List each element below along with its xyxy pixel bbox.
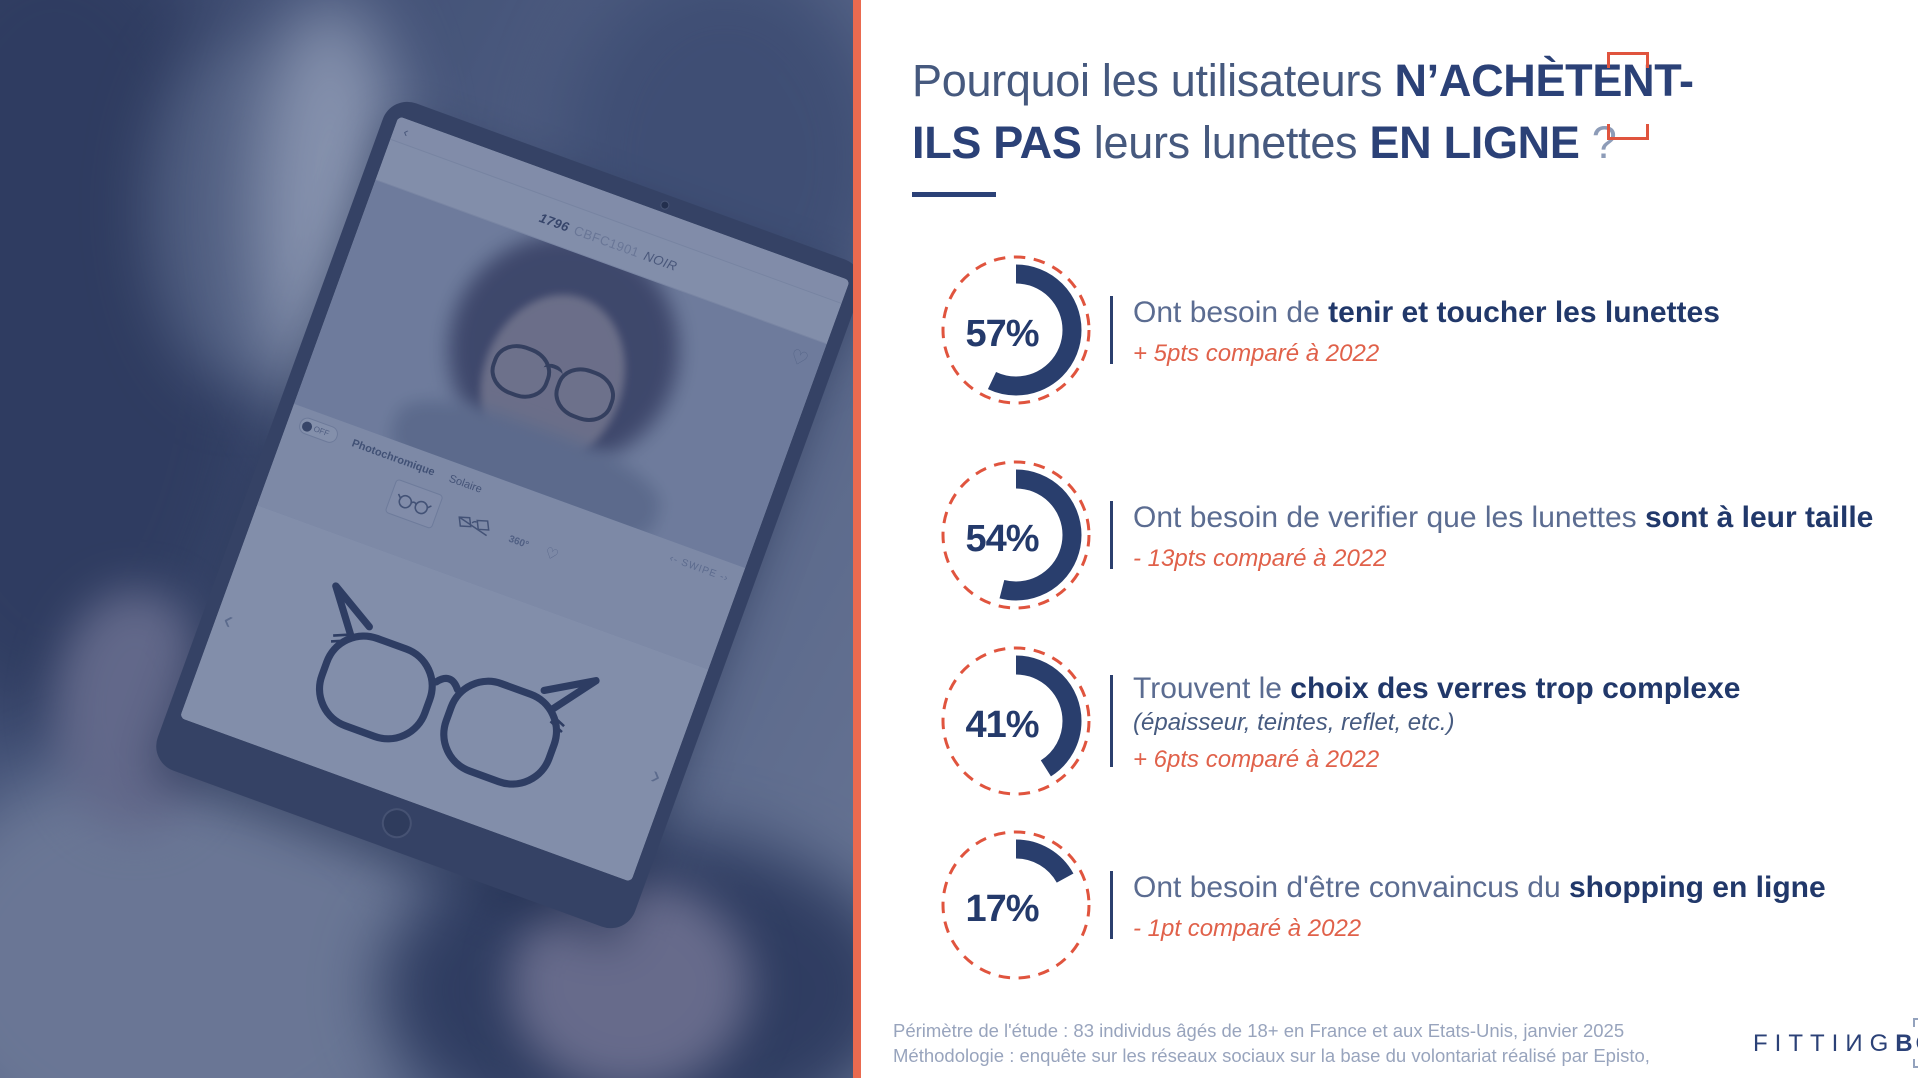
photo-woman-with-tablet: ‹ 1796 CBFC1901 NOIR ♡ [0,0,853,1078]
vertical-divider [853,0,861,1078]
donut-gauge-57: 57% [940,254,1092,406]
title-bold-3: EN LIGNE [1369,117,1580,168]
stat-text-bold: choix des verres trop complexe [1290,671,1741,705]
row-divider-line [1110,871,1113,939]
title-question-mark: ? [1579,117,1617,168]
photo-navy-overlay [0,0,853,1078]
page-title: Pourquoi les utilisateurs N’ACHÈTENT- IL… [912,50,1872,174]
row-divider-line [1110,675,1113,767]
row-divider-line [1110,501,1113,569]
row-divider-line [1110,296,1113,364]
stat-text-regular: Ont besoin de [1133,295,1329,329]
footnote-scope: Périmètre de l'étude : 83 individus âgés… [893,1020,1625,1041]
glasses-drawing [315,582,600,788]
donut-gauge-54: 54% [940,459,1092,611]
stat-subtext: (épaisseur, teintes, reflet, etc.) [1133,708,1455,736]
title-bracket-top-icon [1607,52,1649,68]
title-regular-2: leurs lunettes [1081,117,1370,168]
stat-text-bold: sont à leur taille [1644,500,1874,534]
footnote-methodology: Méthodologie : enquête sur les réseaux s… [893,1045,1650,1066]
tablet-screen-tryon-app: ‹ 1796 CBFC1901 NOIR ♡ [179,116,850,882]
stat-text-regular: Trouvent le [1133,671,1291,705]
stat-change-note: + 5pts comparé à 2022 [1133,339,1380,367]
content-panel: Pourquoi les utilisateurs N’ACHÈTENT- IL… [861,0,1918,1078]
stat-row-online-shopping: 17% Ont besoin d'être convaincus du shop… [940,829,1826,981]
fittingbox-logo: FITTIИGBOX [1753,1018,1918,1068]
app-controls: OFF Photochromique Solaire ‹- SWIPE -› [257,403,746,670]
glasses-thumbnail-angle [451,508,496,543]
title-bold-2: ILS PAS [912,117,1082,168]
stat-change-note: + 6pts comparé à 2022 [1133,745,1380,773]
app-glasses-sketch: ‹ › [179,505,709,882]
stat-text-bold: shopping en ligne [1569,870,1826,904]
stat-text-regular: Ont besoin d'être convaincus du [1133,870,1569,904]
logo-b: B [1895,1030,1916,1057]
glasses-thumbnail-front [384,478,444,530]
donut-gauge-17: 17% [940,829,1092,981]
percent-label: 41% [965,703,1039,746]
percent-label: 57% [965,312,1039,355]
stat-change-note: - 13pts comparé à 2022 [1133,544,1387,572]
logo-o-with-brackets: O [1912,1018,1918,1068]
stat-text-bold: tenir et toucher les lunettes [1328,295,1720,329]
stat-row-size: 54% Ont besoin de verifier que les lunet… [940,459,1873,611]
percent-label: 54% [965,517,1039,560]
study-footnote: Périmètre de l'étude : 83 individus âgés… [893,1018,1650,1068]
stat-row-lens-complexity: 41% Trouvent le choix des verres trop co… [940,645,1741,797]
stat-text-regular: Ont besoin de verifier que les lunettes [1133,500,1645,534]
title-regular-1: Pourquoi les utilisateurs [912,55,1395,106]
logo-fitting-text: FITTIИG [1753,1030,1896,1057]
stat-change-note: - 1pt comparé à 2022 [1133,914,1362,942]
title-bold-1: N’ACHÈTENT- [1394,55,1694,106]
tablet-device: ‹ 1796 CBFC1901 NOIR ♡ [148,94,853,936]
percent-label: 17% [965,887,1039,930]
title-underline [912,192,996,197]
stat-row-touch: 57% Ont besoin de tenir et toucher les l… [940,254,1720,406]
donut-gauge-41: 41% [940,645,1092,797]
title-bracket-bottom-icon [1607,124,1649,140]
